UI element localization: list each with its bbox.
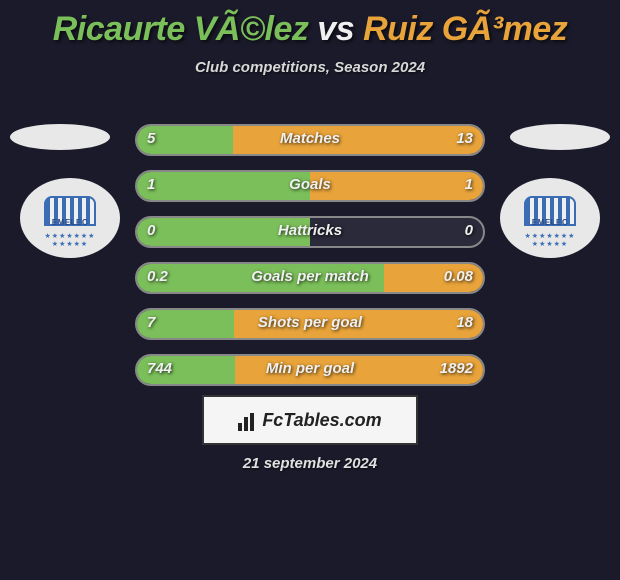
shield-stars: ★★★★★★★★★★★★ [521, 232, 578, 248]
player2-name: Ruiz GÃ³mez [363, 10, 567, 48]
shield-icon: EMELEC ★★★★★★★★★★★★ [44, 196, 96, 240]
stat-fill-player1 [137, 356, 235, 384]
badge-circle: EMELEC ★★★★★★★★★★★★ [20, 178, 120, 258]
shield-stars: ★★★★★★★★★★★★ [41, 232, 98, 248]
brand-box: FcTables.com [202, 395, 418, 445]
shield-text: EMELEC [44, 218, 96, 227]
stat-row: Goals per match0.20.08 [135, 262, 485, 294]
club-badge-right: EMELEC ★★★★★★★★★★★★ [500, 178, 600, 258]
stat-fill-player1 [137, 126, 233, 154]
badge-circle: EMELEC ★★★★★★★★★★★★ [500, 178, 600, 258]
stats-container: Matches513 Goals11 Hattricks00 Goals per ma… [135, 124, 485, 400]
stat-track [135, 354, 485, 386]
club-badge-left: EMELEC ★★★★★★★★★★★★ [20, 178, 120, 258]
vs-text: vs [308, 10, 363, 48]
subtitle: Club competitions, Season 2024 [0, 59, 620, 76]
page-title: Ricaurte VÃ©lez vs Ruiz GÃ³mez [0, 0, 620, 49]
stat-track [135, 124, 485, 156]
stat-row: Min per goal7441892 [135, 354, 485, 386]
stat-row: Shots per goal718 [135, 308, 485, 340]
chart-icon [238, 413, 258, 431]
stat-row: Hattricks00 [135, 216, 485, 248]
stat-row: Goals11 [135, 170, 485, 202]
stat-fill-player1 [137, 264, 384, 292]
stat-track [135, 262, 485, 294]
stat-track [135, 216, 485, 248]
player1-name: Ricaurte VÃ©lez [53, 10, 309, 48]
stat-track [135, 170, 485, 202]
date-label: 21 september 2024 [0, 455, 620, 472]
stat-fill-player2 [384, 264, 483, 292]
stat-fill-player2 [233, 126, 483, 154]
stat-fill-player2 [310, 172, 483, 200]
stat-fill-player1 [137, 218, 310, 246]
shield-icon: EMELEC ★★★★★★★★★★★★ [524, 196, 576, 240]
stat-fill-player1 [137, 172, 310, 200]
stat-track [135, 308, 485, 340]
club-oval-left [10, 124, 110, 150]
shield-text: EMELEC [524, 218, 576, 227]
stat-fill-player2 [234, 310, 483, 338]
stat-row: Matches513 [135, 124, 485, 156]
stat-fill-player1 [137, 310, 234, 338]
brand-label: FcTables.com [262, 410, 381, 431]
stat-fill-player2 [235, 356, 483, 384]
club-oval-right [510, 124, 610, 150]
